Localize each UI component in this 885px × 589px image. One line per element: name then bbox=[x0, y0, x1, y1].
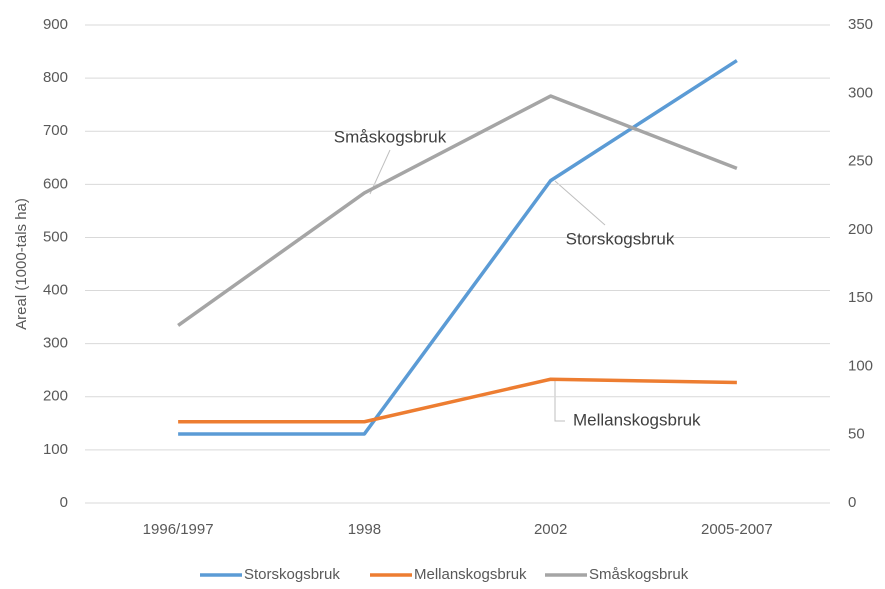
y2-tick-label: 50 bbox=[848, 426, 865, 443]
y-tick-label: 900 bbox=[43, 16, 68, 33]
x-tick-label: 1998 bbox=[348, 521, 381, 538]
y-tick-label: 400 bbox=[43, 282, 68, 299]
y-tick-label: 800 bbox=[43, 69, 68, 86]
y2-tick-label: 350 bbox=[848, 16, 873, 33]
y2-tick-label: 200 bbox=[848, 221, 873, 238]
legend-label: Mellanskogsbruk bbox=[414, 566, 527, 583]
leader-line bbox=[554, 180, 606, 226]
annotation: Mellanskogsbruk bbox=[573, 410, 701, 429]
y-tick-label: 0 bbox=[60, 494, 68, 511]
series-line bbox=[178, 59, 738, 436]
annotation: Småskogsbruk bbox=[334, 127, 447, 146]
leader-line bbox=[554, 380, 565, 422]
y-tick-label: 600 bbox=[43, 175, 68, 192]
y-tick-label: 500 bbox=[43, 228, 68, 245]
series-line bbox=[178, 377, 737, 424]
y2-tick-label: 0 bbox=[848, 494, 856, 511]
series-line bbox=[177, 94, 738, 327]
y2-tick-label: 100 bbox=[848, 357, 873, 374]
legend-label: Storskogsbruk bbox=[244, 566, 340, 583]
y2-tick-label: 250 bbox=[848, 153, 873, 170]
y-tick-label: 700 bbox=[43, 122, 68, 139]
legend-label: Småskogsbruk bbox=[589, 566, 689, 583]
y-tick-label: 300 bbox=[43, 335, 68, 352]
y2-tick-label: 150 bbox=[848, 289, 873, 306]
annotation: Storskogsbruk bbox=[566, 229, 675, 248]
y-tick-label: 100 bbox=[43, 441, 68, 458]
x-tick-label: 1996/1997 bbox=[143, 521, 214, 538]
y-tick-label: 200 bbox=[43, 388, 68, 405]
y-axis-label: Areal (1000-tals ha) bbox=[13, 198, 30, 330]
y2-tick-label: 300 bbox=[848, 84, 873, 101]
x-tick-label: 2002 bbox=[534, 521, 567, 538]
x-tick-label: 2005-2007 bbox=[701, 521, 773, 538]
